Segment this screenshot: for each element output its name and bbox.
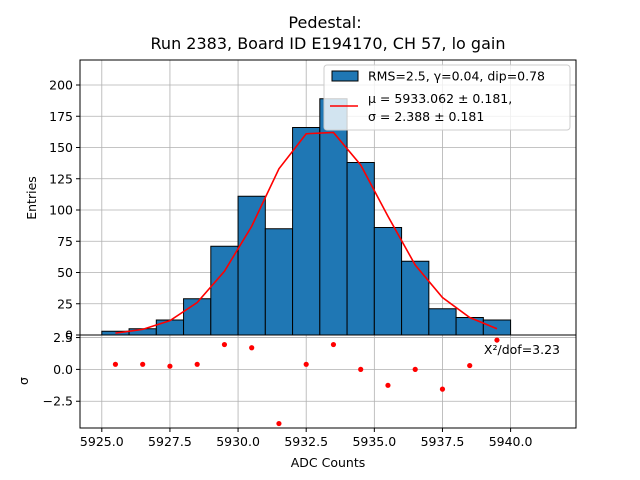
residual-point [439, 386, 446, 392]
residual-point [412, 366, 418, 372]
y-tick-label: 0.0 [53, 362, 73, 377]
chart-title-line2: Run 2383, Board ID E194170, CH 57, lo ga… [151, 34, 506, 53]
residual-point [358, 366, 364, 372]
histogram-y-axis-label: Entries [24, 176, 39, 220]
histogram-bar [401, 260, 430, 336]
x-tick-label: 5925.0 [80, 434, 124, 449]
residual-point [276, 420, 282, 427]
histogram-bar [292, 127, 321, 336]
y-tick-label: 0 [65, 328, 73, 343]
legend-fit-label-line2: σ = 2.388 ± 0.181 [368, 109, 484, 124]
x-tick-label: 5930.0 [216, 434, 260, 449]
x-tick-label: 5927.5 [148, 434, 192, 449]
x-tick-label: 5937.5 [421, 434, 465, 449]
residual-points [112, 337, 500, 427]
legend-hist-label: RMS=2.5, γ=0.04, dip=0.78 [368, 69, 545, 84]
histogram-bar [455, 317, 484, 336]
y-tick-label: 200 [49, 78, 73, 93]
x-tick-label: 5935.0 [352, 434, 396, 449]
residuals-y-axis-label: σ [16, 377, 31, 385]
x-axis-label: ADC Counts [291, 455, 366, 470]
y-tick-label: 75 [57, 234, 73, 249]
residual-point [249, 345, 255, 351]
histogram-bar [373, 227, 403, 336]
histogram-bar [155, 319, 185, 336]
histogram-bar [237, 195, 266, 336]
residuals-axes: 2.5 0.0 −2.5 5925.0 5927.5 5930.0 5932.5 5935.0… [43, 330, 577, 449]
x-tick-label: 5932.5 [284, 434, 328, 449]
residual-point [194, 361, 200, 367]
residual-point [303, 361, 309, 367]
residual-point [467, 362, 473, 369]
histogram-fit [115, 131, 498, 334]
histogram-bar [346, 162, 375, 336]
histogram-bars [101, 98, 512, 336]
y-tick-label: 175 [49, 109, 73, 124]
residual-point [140, 361, 146, 367]
y-tick-label: 2.5 [53, 330, 73, 345]
residual-point [494, 337, 500, 343]
chart-title-line1: Pedestal: [288, 13, 361, 32]
residual-point [385, 382, 391, 388]
histogram-bar [319, 98, 348, 336]
y-tick-label: 25 [57, 296, 73, 311]
legend-hist-swatch [331, 70, 359, 82]
residual-point [330, 341, 337, 348]
legend-fit-label-line1: μ = 5933.062 ± 0.181, [368, 91, 512, 106]
histogram-bar [183, 298, 212, 336]
x-tick-label: 5940.0 [489, 434, 533, 449]
residual-point [112, 361, 119, 367]
histogram-bar [482, 319, 512, 336]
residuals-frame [79, 334, 577, 429]
residual-point [221, 341, 228, 348]
y-tick-label: 150 [49, 140, 73, 155]
legend-box [323, 64, 571, 131]
y-tick-label: −2.5 [43, 394, 73, 409]
fit-curve [115, 131, 498, 334]
legend: RMS=2.5, γ=0.04, dip=0.78 μ = 5933.062 ± … [323, 64, 571, 131]
histogram-bar [210, 245, 239, 336]
residual-point [167, 363, 173, 369]
histogram-bar [428, 308, 457, 336]
y-tick-label: 100 [49, 203, 73, 218]
y-tick-label: 50 [57, 265, 73, 280]
chi2-annotation: X²/dof=3.23 [484, 342, 560, 357]
residuals-grid [80, 335, 576, 428]
histogram-bar [264, 228, 294, 336]
y-tick-label: 125 [49, 171, 73, 186]
